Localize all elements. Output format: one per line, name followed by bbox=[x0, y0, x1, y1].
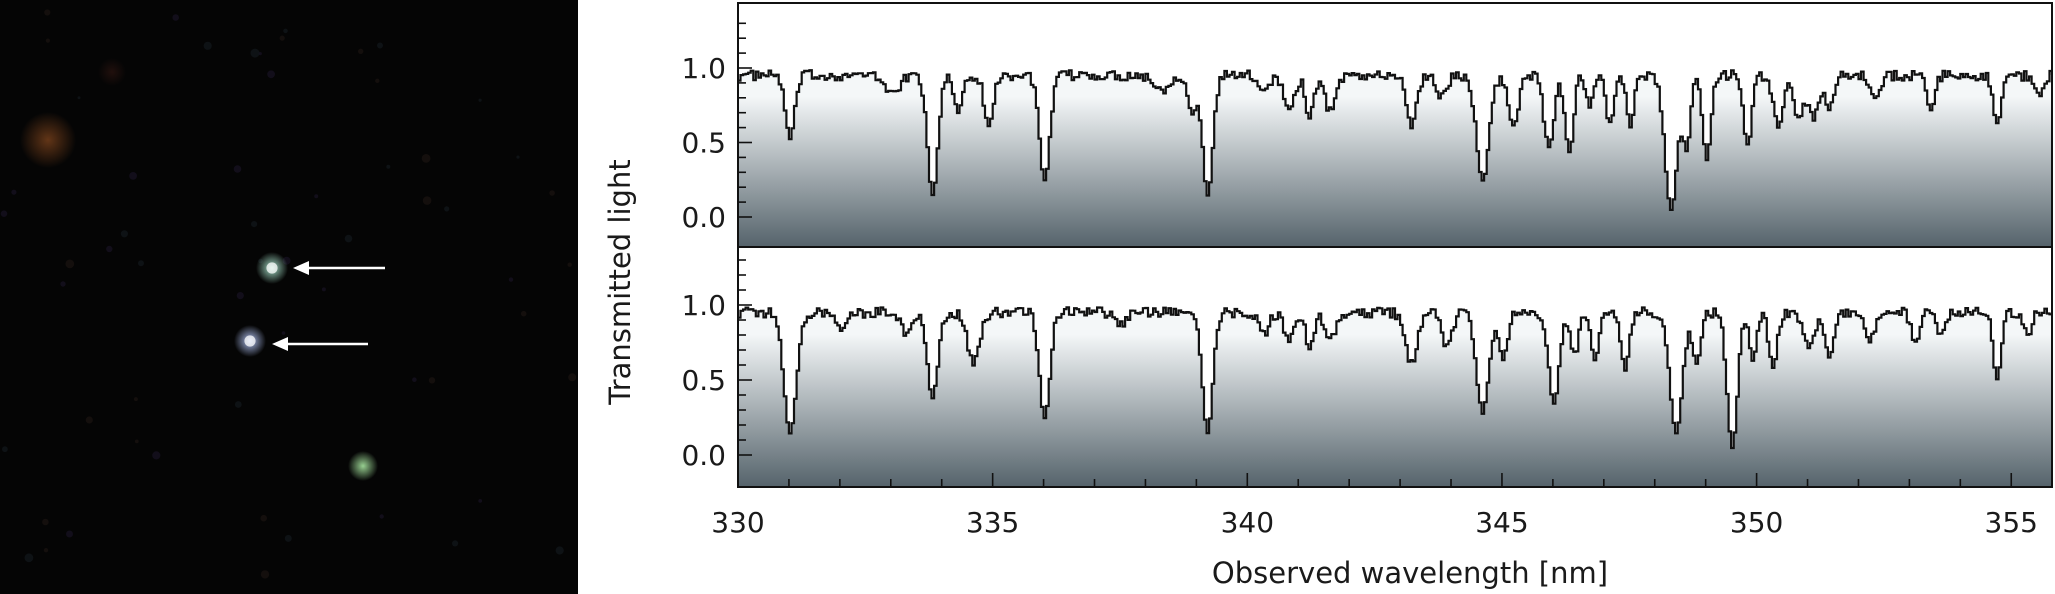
background-speckle bbox=[260, 514, 268, 522]
x-axis-title: Observed wavelength [nm] bbox=[1212, 556, 1608, 590]
arrowhead bbox=[272, 337, 288, 351]
background-speckle bbox=[568, 373, 577, 382]
background-speckle bbox=[321, 287, 326, 292]
y-axis-title: Transmitted light bbox=[603, 159, 637, 405]
background-speckle bbox=[478, 98, 482, 102]
background-speckle bbox=[444, 206, 450, 212]
y-tick-label: 0.5 bbox=[681, 127, 726, 160]
background-speckle bbox=[516, 155, 520, 159]
background-speckle bbox=[520, 310, 527, 317]
panel-frame bbox=[737, 246, 2053, 488]
y-tick-label: 1.0 bbox=[681, 289, 726, 322]
background-speckle bbox=[377, 42, 383, 49]
pointer-arrow-2 bbox=[272, 337, 368, 351]
background-speckle bbox=[452, 540, 459, 547]
background-speckle bbox=[379, 514, 384, 519]
background-speckle bbox=[233, 165, 242, 173]
pointer-arrow-1 bbox=[293, 261, 385, 275]
quasar-a-core bbox=[266, 262, 278, 274]
background-speckle bbox=[567, 262, 572, 267]
background-speckle bbox=[375, 78, 380, 84]
background-speckle bbox=[267, 70, 275, 79]
spectrum-line-1 bbox=[738, 306, 2052, 450]
background-speckle bbox=[66, 530, 73, 538]
background-speckle bbox=[422, 196, 432, 205]
background-speckle bbox=[44, 9, 51, 16]
x-tick-label: 345 bbox=[1475, 506, 1528, 539]
background-speckle bbox=[45, 38, 51, 43]
background-speckle bbox=[133, 397, 138, 402]
background-speckle bbox=[344, 234, 353, 243]
background-speckle bbox=[42, 518, 49, 526]
quasar-b-core bbox=[244, 335, 256, 347]
background-speckle bbox=[172, 14, 179, 21]
background-speckle bbox=[281, 331, 286, 335]
sky-image bbox=[0, 0, 578, 594]
orange-blob bbox=[20, 112, 76, 168]
background-speckle bbox=[120, 230, 128, 238]
background-speckle bbox=[203, 41, 212, 50]
x-tick-label: 355 bbox=[1985, 506, 2038, 539]
background-speckle bbox=[412, 377, 417, 383]
background-speckle bbox=[24, 553, 34, 563]
background-speckle bbox=[65, 259, 75, 269]
background-speckle bbox=[43, 548, 49, 553]
x-tick-label: 340 bbox=[1221, 506, 1274, 539]
faint-red-blob bbox=[98, 58, 126, 86]
background-speckle bbox=[358, 48, 364, 54]
background-speckle bbox=[478, 499, 483, 503]
x-tick-label: 350 bbox=[1730, 506, 1783, 539]
background-speckle bbox=[421, 154, 431, 163]
green-star-glow bbox=[348, 451, 378, 481]
background-speckle bbox=[279, 35, 285, 41]
y-tick-label: 0.0 bbox=[681, 201, 726, 234]
background-speckle bbox=[260, 570, 270, 579]
background-speckle bbox=[85, 416, 93, 424]
arrowhead bbox=[293, 261, 309, 275]
background-speckle bbox=[2, 446, 8, 453]
background-speckle bbox=[314, 194, 319, 199]
background-speckle bbox=[236, 292, 244, 300]
spectrum-line-0 bbox=[738, 69, 2052, 211]
background-speckle bbox=[11, 189, 17, 195]
x-tick-label: 335 bbox=[966, 506, 1019, 539]
spectrum-panel-top: 0.0 0.5 1.0 bbox=[681, 2, 2053, 248]
background-speckle bbox=[152, 451, 161, 460]
background-speckle bbox=[0, 210, 8, 217]
spectrum-fill-0 bbox=[738, 70, 2052, 247]
background-speckle bbox=[60, 281, 66, 287]
background-speckle bbox=[138, 260, 144, 267]
sky-background bbox=[0, 0, 578, 594]
background-speckle bbox=[283, 28, 288, 34]
background-speckle bbox=[386, 164, 391, 169]
background-speckle bbox=[555, 546, 564, 555]
x-tick-label: 330 bbox=[711, 506, 764, 539]
spectrum-chart: 0.0 0.5 1.0 0.0 0.5 1.0 330 335 340 345 350 355 O… bbox=[603, 2, 2053, 590]
faint-red-blob-glow bbox=[98, 58, 126, 86]
orange-blob-glow bbox=[20, 112, 76, 168]
green-star bbox=[348, 451, 378, 481]
background-speckle bbox=[549, 190, 555, 196]
background-speckle bbox=[284, 534, 292, 542]
background-speckle bbox=[129, 172, 138, 180]
background-speckle bbox=[251, 221, 258, 228]
quasar-a bbox=[256, 252, 288, 284]
background-speckle bbox=[234, 401, 242, 408]
background-speckle bbox=[134, 439, 139, 444]
background-speckle bbox=[428, 377, 436, 384]
background-speckle bbox=[508, 277, 514, 282]
spectrum-panel-bottom: 0.0 0.5 1.0 bbox=[681, 246, 2053, 488]
y-tick-label: 1.0 bbox=[681, 52, 726, 85]
x-axis: 330 335 340 345 350 355 bbox=[711, 473, 2038, 539]
background-speckle bbox=[258, 52, 262, 56]
y-tick-label: 0.0 bbox=[681, 439, 726, 472]
y-tick-label: 0.5 bbox=[681, 364, 726, 397]
background-speckle bbox=[77, 96, 81, 100]
quasar-b bbox=[234, 325, 266, 357]
background-speckle bbox=[106, 245, 113, 253]
background-speckle bbox=[250, 48, 260, 58]
